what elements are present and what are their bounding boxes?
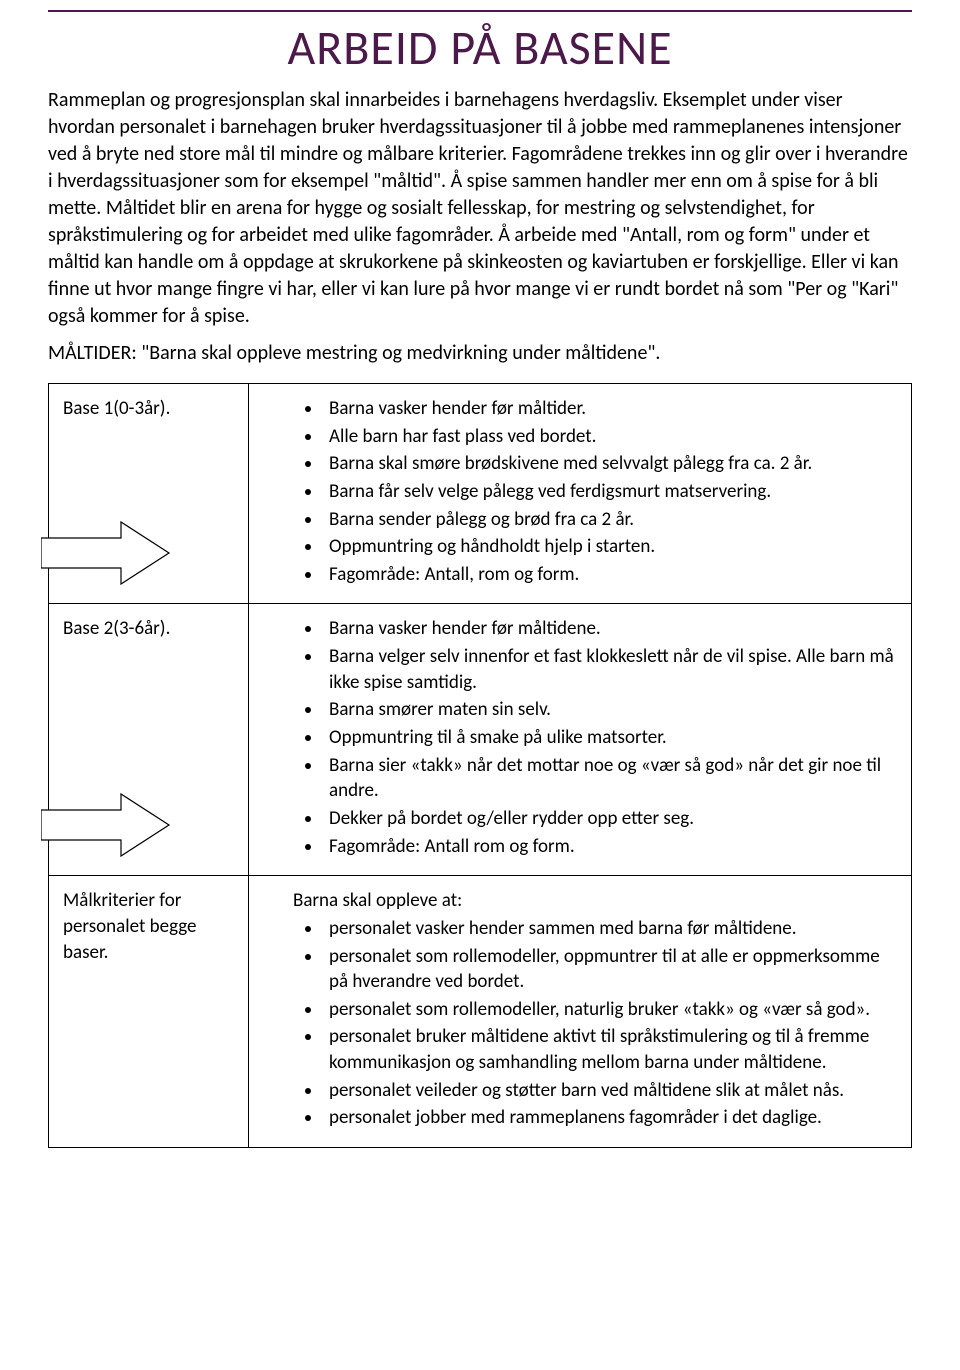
page: ARBEID PÅ BASENE Rammeplan og progresjon…: [0, 0, 960, 1178]
bullet-list: Barna vasker hender før måltidene.Barna …: [263, 616, 897, 859]
list-item: Fagområde: Antall, rom og form.: [323, 562, 897, 588]
row-label-cell: Målkriterier for personalet begge baser.: [49, 876, 249, 1148]
row-content-cell: Barna vasker hender før måltidene.Barna …: [249, 604, 912, 876]
bullet-list: personalet vasker hender sammen med barn…: [263, 916, 897, 1131]
list-item: personalet jobber med rammeplanens fagom…: [323, 1105, 897, 1131]
top-rule: [48, 10, 912, 12]
list-item: Barna vasker hender før måltider.: [323, 396, 897, 422]
list-item: Barna velger selv innenfor et fast klokk…: [323, 644, 897, 695]
row-label-cell: Base 2(3-6år).: [49, 604, 249, 876]
list-item: Barna smører maten sin selv.: [323, 697, 897, 723]
page-title: ARBEID PÅ BASENE: [48, 18, 912, 77]
row-label: Målkriterier for personalet begge baser.: [63, 888, 234, 965]
list-item: Barna sier «takk» når det mottar noe og …: [323, 753, 897, 804]
list-item: Barna får selv velge pålegg ved ferdigsm…: [323, 479, 897, 505]
list-item: Oppmuntring og håndholdt hjelp i starten…: [323, 534, 897, 560]
list-item: personalet som rollemodeller, naturlig b…: [323, 997, 897, 1023]
subheading: MÅLTIDER: "Barna skal oppleve mestring o…: [48, 340, 912, 367]
list-item: Barna vasker hender før måltidene.: [323, 616, 897, 642]
table-row: Base 2(3-6år). Barna vasker hender før må…: [49, 604, 912, 876]
list-item: personalet bruker måltidene aktivt til s…: [323, 1024, 897, 1075]
list-item: personalet som rollemodeller, oppmuntrer…: [323, 944, 897, 995]
list-item: Barna sender pålegg og brød fra ca 2 år.: [323, 507, 897, 533]
list-item: Oppmuntring til å smake på ulike matsort…: [323, 725, 897, 751]
list-item: Barna skal smøre brødskivene med selvval…: [323, 451, 897, 477]
row-content-cell: Barna skal oppleve at:personalet vasker …: [249, 876, 912, 1148]
arrow-icon: [41, 520, 171, 594]
table-row: Base 1(0-3år). Barna vasker hender før må…: [49, 384, 912, 604]
intro-paragraph: Rammeplan og progresjonsplan skal innarb…: [48, 87, 912, 330]
row-label: Base 1(0-3år).: [63, 396, 234, 422]
row-label: Base 2(3-6år).: [63, 616, 234, 642]
bullet-list: Barna vasker hender før måltider.Alle ba…: [263, 396, 897, 587]
arrow-icon: [41, 792, 171, 866]
lead-text: Barna skal oppleve at:: [263, 888, 897, 914]
row-content-cell: Barna vasker hender før måltider.Alle ba…: [249, 384, 912, 604]
content-table: Base 1(0-3år). Barna vasker hender før må…: [48, 383, 912, 1148]
list-item: Fagområde: Antall rom og form.: [323, 834, 897, 860]
row-label-cell: Base 1(0-3år).: [49, 384, 249, 604]
list-item: Dekker på bordet og/eller rydder opp ett…: [323, 806, 897, 832]
list-item: personalet vasker hender sammen med barn…: [323, 916, 897, 942]
table-row: Målkriterier for personalet begge baser.…: [49, 876, 912, 1148]
list-item: Alle barn har fast plass ved bordet.: [323, 424, 897, 450]
list-item: personalet veileder og støtter barn ved …: [323, 1078, 897, 1104]
